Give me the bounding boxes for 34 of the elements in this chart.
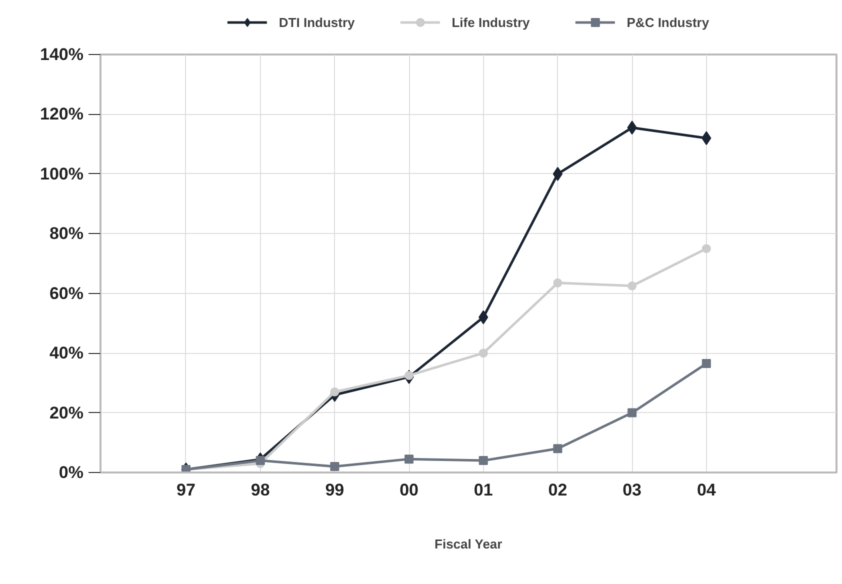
x-tick-label: 00 — [400, 480, 418, 500]
point — [256, 456, 265, 466]
x-tick-label: 02 — [548, 480, 568, 500]
y-tick-label: 140% — [40, 45, 84, 64]
y-tick-label: 120% — [40, 104, 84, 124]
point — [330, 387, 340, 396]
x-tick-label: 03 — [622, 480, 642, 500]
point — [628, 408, 637, 418]
legend-label: Life Industry — [452, 14, 530, 30]
x-tick-label: 01 — [474, 480, 493, 500]
point — [404, 370, 414, 380]
y-tick-label: 40% — [49, 344, 84, 363]
point — [702, 244, 711, 254]
point — [553, 278, 562, 288]
y-tick-label: 60% — [49, 284, 84, 303]
x-tick-label: 99 — [325, 480, 344, 500]
point — [553, 444, 562, 454]
y-tick-label: 0% — [58, 463, 84, 482]
x-tick-label: 97 — [176, 480, 196, 500]
y-tick-label: 20% — [49, 403, 84, 422]
legend-label: P&C Industry — [626, 14, 710, 30]
x-tick-label: 98 — [250, 480, 270, 500]
x-tick-label: 04 — [696, 480, 716, 500]
y-tick-label: 100% — [40, 164, 84, 184]
point — [330, 462, 340, 472]
point — [478, 348, 488, 358]
legend-label: DTI Industry — [278, 14, 355, 30]
y-tick-label: 80% — [49, 224, 84, 244]
x-axis-title: Fiscal Year — [434, 536, 502, 552]
point — [404, 454, 414, 464]
point — [552, 166, 563, 181]
point — [628, 281, 637, 290]
point — [478, 456, 488, 466]
point — [702, 359, 711, 368]
